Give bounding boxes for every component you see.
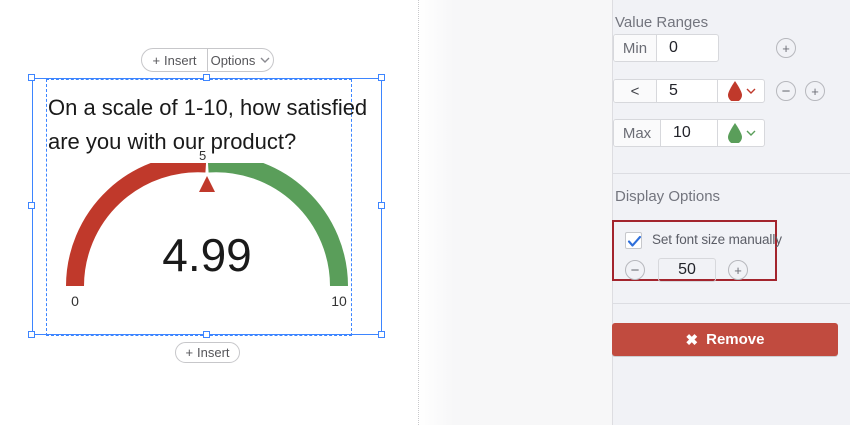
svg-text:10: 10 <box>331 293 347 309</box>
svg-text:0: 0 <box>71 293 79 309</box>
svg-text:4.99: 4.99 <box>162 229 252 281</box>
